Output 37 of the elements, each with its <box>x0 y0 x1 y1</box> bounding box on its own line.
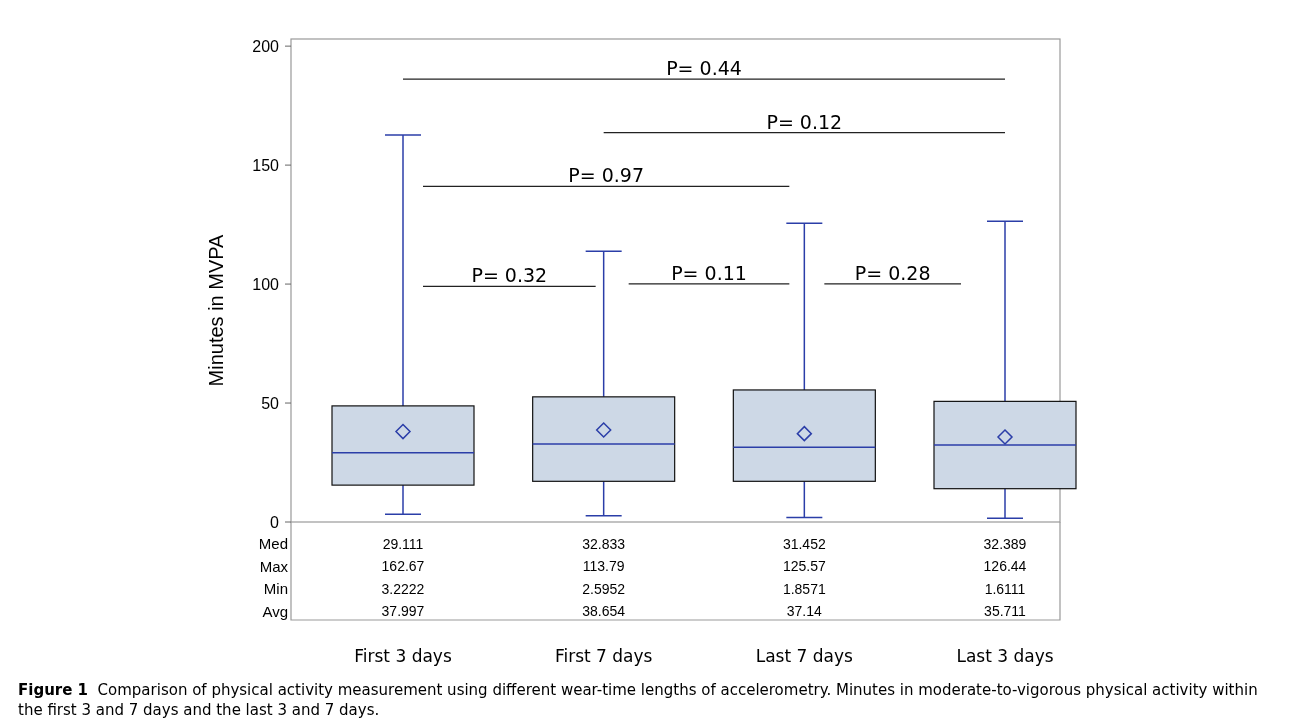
text: 1.6111 <box>984 580 1026 597</box>
y-tick-label: 150 <box>252 156 280 174</box>
y-tick-label: 50 <box>261 394 280 412</box>
annotation: P= 0.11 <box>671 261 747 284</box>
text: 35.711 <box>984 603 1027 620</box>
text: Max <box>259 557 289 575</box>
x-tick-label: First 7 days <box>554 645 653 666</box>
text: 32.389 <box>983 535 1027 552</box>
y-axis-title: Minutes in MVPA <box>205 233 227 387</box>
y-tick-label: 0 <box>270 513 280 531</box>
text: Avg <box>262 602 288 620</box>
y-tick-label: 200 <box>252 37 280 55</box>
text: 113.79 <box>582 558 625 575</box>
x-tick-label: Last 3 days <box>956 645 1054 666</box>
annotation: P= 0.44 <box>666 57 742 80</box>
text: 29.111 <box>382 535 424 552</box>
caption: Figure 1 Comparison of physical activity measurement using different wear-time lengths of accelerometry. Minutes in moderate-to-vigorous physical activity within the first 3 and 7 days and the last 3 and 7 days. <box>18 680 1259 720</box>
text: Min <box>263 580 288 598</box>
text: 37.14 <box>786 603 823 620</box>
x-tick-label: First 3 days <box>354 645 452 666</box>
text: 126.44 <box>983 558 1027 575</box>
text: 38.654 <box>582 603 626 620</box>
text: Med <box>258 535 288 553</box>
y-tick-label: 100 <box>252 275 280 293</box>
annotation: P= 0.97 <box>568 164 645 187</box>
text: 162.67 <box>381 558 425 575</box>
annotation: P= 0.28 <box>854 261 931 284</box>
text: 1.8571 <box>782 580 826 597</box>
text: 32.833 <box>582 535 626 552</box>
x-tick-label: Last 7 days <box>755 645 854 666</box>
text: 37.997 <box>381 603 425 620</box>
annotation: P= 0.32 <box>471 264 548 287</box>
text: 125.57 <box>782 558 826 575</box>
text: 31.452 <box>782 535 826 552</box>
text: 2.5952 <box>582 580 626 597</box>
text: 3.2222 <box>381 580 425 597</box>
annotation: P= 0.12 <box>766 110 843 133</box>
